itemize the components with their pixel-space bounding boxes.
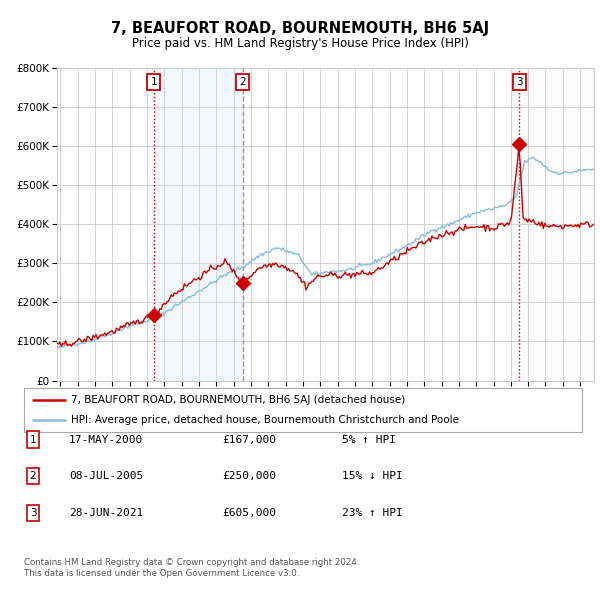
Text: HPI: Average price, detached house, Bournemouth Christchurch and Poole: HPI: Average price, detached house, Bour…: [71, 415, 460, 425]
Text: 2: 2: [239, 77, 246, 87]
Text: Contains HM Land Registry data © Crown copyright and database right 2024.
This d: Contains HM Land Registry data © Crown c…: [24, 558, 359, 578]
Text: £167,000: £167,000: [222, 435, 276, 444]
Text: 1: 1: [151, 77, 157, 87]
Text: 28-JUN-2021: 28-JUN-2021: [69, 508, 143, 517]
Text: 2: 2: [29, 471, 37, 481]
Bar: [154, 68, 242, 381]
Bar: [520, 68, 594, 381]
Text: 1: 1: [29, 435, 37, 444]
Text: 15% ↓ HPI: 15% ↓ HPI: [342, 471, 403, 481]
Text: 7, BEAUFORT ROAD, BOURNEMOUTH, BH6 5AJ (detached house): 7, BEAUFORT ROAD, BOURNEMOUTH, BH6 5AJ (…: [71, 395, 406, 405]
Bar: [520, 68, 594, 381]
Text: 23% ↑ HPI: 23% ↑ HPI: [342, 508, 403, 517]
Text: 5% ↑ HPI: 5% ↑ HPI: [342, 435, 396, 444]
Text: £605,000: £605,000: [222, 508, 276, 517]
Text: 08-JUL-2005: 08-JUL-2005: [69, 471, 143, 481]
Text: 3: 3: [29, 508, 37, 517]
Text: 3: 3: [516, 77, 523, 87]
Text: 17-MAY-2000: 17-MAY-2000: [69, 435, 143, 444]
Text: 7, BEAUFORT ROAD, BOURNEMOUTH, BH6 5AJ: 7, BEAUFORT ROAD, BOURNEMOUTH, BH6 5AJ: [111, 21, 489, 36]
Text: Price paid vs. HM Land Registry's House Price Index (HPI): Price paid vs. HM Land Registry's House …: [131, 37, 469, 50]
Text: £250,000: £250,000: [222, 471, 276, 481]
